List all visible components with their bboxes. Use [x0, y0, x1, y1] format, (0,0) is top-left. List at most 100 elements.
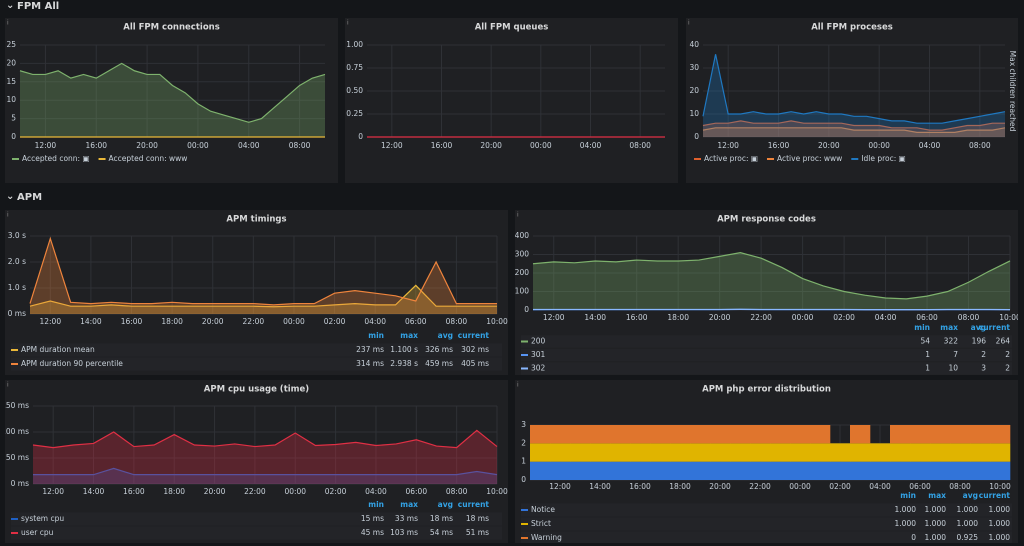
x-tick-label: 18:00 — [163, 487, 185, 496]
legend-header: min — [914, 323, 930, 332]
bar — [830, 443, 851, 462]
bar — [990, 443, 1011, 462]
x-tick-label: 12:00 — [42, 487, 64, 496]
series-area — [533, 252, 1010, 310]
bar — [910, 461, 931, 480]
legend-label: Accepted conn: www — [109, 154, 188, 163]
x-tick-label: 00:00 — [284, 487, 306, 496]
legend-row-bg — [11, 357, 502, 371]
series-line — [532, 252, 1011, 300]
row-title[interactable]: FPM All — [17, 1, 59, 12]
x-tick-label: 04:00 — [580, 141, 602, 150]
x-tick-label: 04:00 — [364, 317, 386, 326]
panel-info: i — [517, 382, 519, 389]
legend-stat: 405 ms — [461, 359, 489, 368]
bar — [810, 461, 831, 480]
bar — [770, 461, 791, 480]
legend-header: min — [900, 491, 916, 500]
bar — [970, 443, 991, 462]
x-tick-label: 08:00 — [289, 141, 311, 150]
legend-stat: 15 ms — [361, 514, 384, 523]
legend-swatch — [521, 537, 528, 539]
bar — [810, 425, 831, 444]
legend-stat: 0.925 — [957, 533, 979, 542]
x-tick-label: 20:00 — [709, 482, 731, 491]
bar — [850, 425, 871, 444]
legend-stat: 10 — [948, 364, 958, 373]
panel: i APM cpu usage (time) 0 ms 50 ms 100 ms 150 … — [1, 380, 508, 543]
bar — [730, 425, 751, 444]
legend-stat: 2 — [981, 350, 986, 359]
y-tick-label: 30 — [689, 63, 699, 72]
bar — [770, 425, 791, 444]
x-tick-label: 00:00 — [789, 482, 811, 491]
legend-stat: 1.000 — [989, 519, 1011, 528]
legend-stat: 196 — [972, 337, 987, 346]
bar — [930, 443, 951, 462]
x-tick-label: 12:00 — [381, 141, 403, 150]
bar — [950, 425, 971, 444]
legend-stat: 45 ms — [361, 528, 384, 537]
x-tick-label: 16:00 — [768, 141, 790, 150]
bar — [570, 461, 591, 480]
x-tick-label: 14:00 — [589, 482, 611, 491]
panel: i APM timings 0 ms 1.0 s 2.0 s 3.0 s 12:00 14:0… — [5, 210, 508, 375]
bar — [630, 425, 651, 444]
bar — [930, 425, 951, 444]
legend-header: avg — [971, 323, 986, 332]
x-tick-label: 22:00 — [750, 313, 772, 322]
bar — [890, 425, 911, 444]
y-tick-label: 40 — [689, 40, 699, 49]
x-tick-label: 20:00 — [204, 487, 226, 496]
bar — [890, 443, 911, 462]
panel: i All FPM queues 0 0.25 0.50 0.75 1.00 12:00 16:… — [345, 18, 678, 183]
legend-header: min — [368, 331, 384, 340]
legend-header: avg — [438, 500, 453, 509]
row-title[interactable]: APM — [17, 192, 42, 203]
x-tick-label: 04:00 — [869, 482, 891, 491]
legend-stat: 314 ms — [356, 359, 384, 368]
series-area — [33, 430, 497, 484]
bar — [550, 425, 571, 444]
panel-info: i — [7, 382, 9, 389]
bar — [530, 443, 551, 462]
x-tick-label: 00:00 — [530, 141, 552, 150]
y-tick-label: 10 — [689, 109, 699, 118]
x-tick-label: 20:00 — [480, 141, 502, 150]
bar — [630, 461, 651, 480]
bar — [810, 443, 831, 462]
bar — [710, 461, 731, 480]
y-tick-label: 400 — [515, 231, 530, 240]
row-chevron[interactable]: ⌄ — [6, 191, 14, 202]
legend-header: current — [979, 491, 1011, 500]
x-tick-label: 16:00 — [629, 482, 651, 491]
bar — [650, 443, 671, 462]
bar — [850, 461, 871, 480]
y-tick-label: 100 ms — [1, 427, 29, 436]
x-tick-label: 16:00 — [85, 141, 107, 150]
bar — [990, 425, 1011, 444]
panel-title: APM response codes — [717, 215, 816, 225]
y-tick-label: 0 ms — [11, 479, 29, 488]
bar — [870, 443, 891, 462]
bar — [630, 443, 651, 462]
y-tick-label: 100 — [515, 287, 530, 296]
x-tick-label: 00:00 — [868, 141, 890, 150]
y-tick-label: 15 — [6, 77, 16, 86]
row-chevron[interactable]: ⌄ — [6, 0, 14, 11]
x-tick-label: 10:00 — [486, 317, 508, 326]
bar — [690, 461, 711, 480]
legend-stat: 264 — [996, 337, 1011, 346]
bar — [890, 461, 911, 480]
bar — [910, 443, 931, 462]
series-area — [703, 127, 1005, 137]
legend-swatch — [11, 532, 18, 534]
legend-stat: 2 — [1005, 350, 1010, 359]
x-tick-label: 08:00 — [629, 141, 651, 150]
legend-label: Notice — [531, 505, 555, 514]
legend-stat: 1.000 — [895, 505, 917, 514]
bar — [750, 461, 771, 480]
bar — [750, 425, 771, 444]
legend-stat: 1.000 — [989, 533, 1011, 542]
legend-swatch — [694, 158, 701, 160]
